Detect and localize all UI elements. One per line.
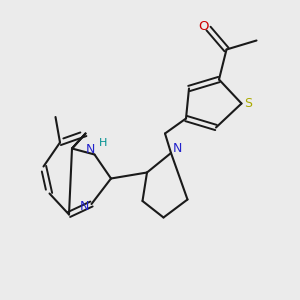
Text: N: N [79,200,89,213]
Text: S: S [244,97,252,110]
Text: H: H [99,138,107,148]
Text: O: O [198,20,208,34]
Text: N: N [86,142,96,156]
Text: N: N [172,142,182,155]
